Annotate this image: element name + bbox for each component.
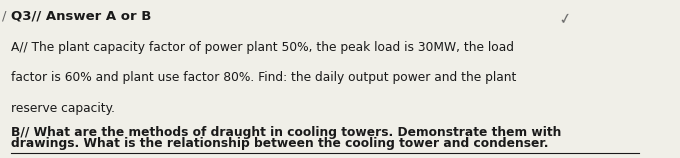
Text: A// The plant capacity factor of power plant 50%, the peak load is 30MW, the loa: A// The plant capacity factor of power p…	[11, 41, 514, 54]
Text: drawings. What is the relationship between the cooling tower and condenser.: drawings. What is the relationship betwe…	[11, 137, 548, 150]
Text: reserve capacity.: reserve capacity.	[11, 102, 115, 115]
Text: /: /	[2, 10, 6, 23]
Text: ✓: ✓	[558, 10, 573, 27]
Text: B// What are the methods of draught in cooling towers. Demonstrate them with: B// What are the methods of draught in c…	[11, 126, 561, 139]
Text: Q3// Answer A or B: Q3// Answer A or B	[11, 10, 151, 23]
Text: factor is 60% and plant use factor 80%. Find: the daily output power and the pla: factor is 60% and plant use factor 80%. …	[11, 71, 516, 84]
